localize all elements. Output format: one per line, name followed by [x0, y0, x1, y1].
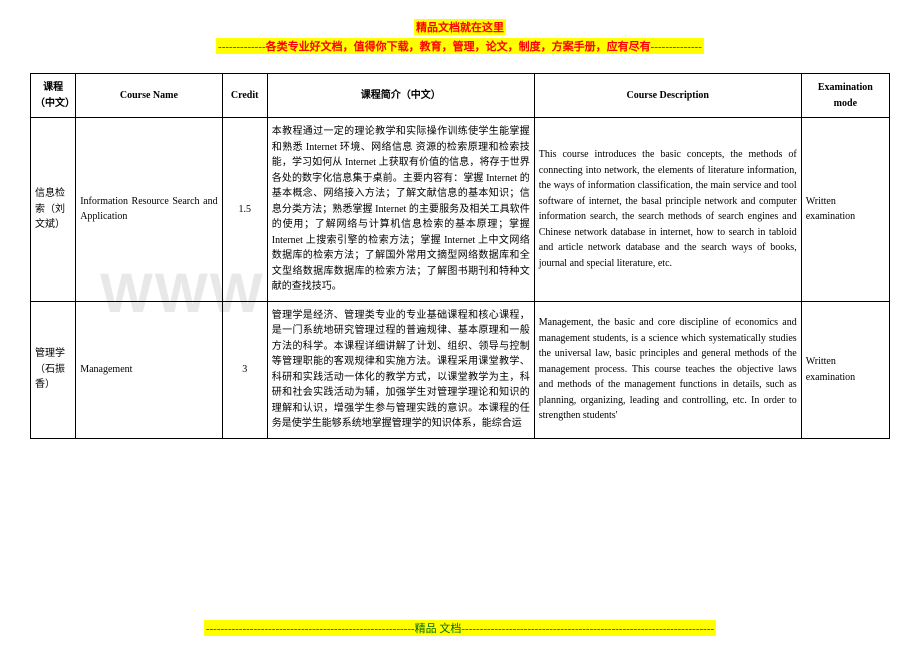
cell-desc-cn: 本教程通过一定的理论教学和实际操作训练使学生能掌握和熟悉 Internet 环境…: [267, 118, 534, 302]
table-header-row: 课程（中文） Course Name Credit 课程简介（中文） Cours…: [31, 74, 890, 118]
page-header: 精品文档就在这里 -------------各类专业好文档，值得你下载，教育，管…: [0, 0, 920, 55]
footer-text: ----------------------------------------…: [204, 620, 716, 636]
cell-credit: 1.5: [222, 118, 267, 302]
table-container: 课程（中文） Course Name Credit 课程简介（中文） Cours…: [0, 55, 920, 439]
table-row: 管理学（石振香） Management 3 管理学是经济、管理类专业的专业基础课…: [31, 301, 890, 438]
header-title: 精品文档就在这里: [414, 19, 506, 35]
header-desc-cn: 课程简介（中文）: [267, 74, 534, 118]
cell-exam: Written examination: [801, 118, 889, 302]
cell-course-name: Management: [76, 301, 222, 438]
header-subtitle: -------------各类专业好文档，值得你下载，教育，管理，论文，制度，方…: [216, 38, 704, 54]
cell-course-cn: 信息检索（刘文斌）: [31, 118, 76, 302]
course-table: 课程（中文） Course Name Credit 课程简介（中文） Cours…: [30, 73, 890, 439]
page-footer: ----------------------------------------…: [0, 619, 920, 637]
header-exam: Examination mode: [801, 74, 889, 118]
cell-exam: Written examination: [801, 301, 889, 438]
table-row: 信息检索（刘文斌） Information Resource Search an…: [31, 118, 890, 302]
cell-credit: 3: [222, 301, 267, 438]
cell-desc-cn: 管理学是经济、管理类专业的专业基础课程和核心课程，是一门系统地研究管理过程的普遍…: [267, 301, 534, 438]
cell-course-cn: 管理学（石振香）: [31, 301, 76, 438]
header-desc-en: Course Description: [534, 74, 801, 118]
cell-desc-en: Management, the basic and core disciplin…: [534, 301, 801, 438]
header-credit: Credit: [222, 74, 267, 118]
header-course-name: Course Name: [76, 74, 222, 118]
cell-course-name: Information Resource Search and Applicat…: [76, 118, 222, 302]
header-course-cn: 课程（中文）: [31, 74, 76, 118]
cell-desc-en: This course introduces the basic concept…: [534, 118, 801, 302]
